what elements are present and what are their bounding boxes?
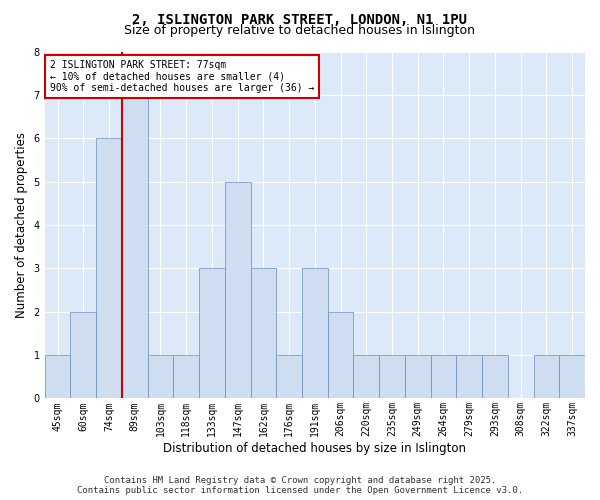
Bar: [482, 355, 508, 399]
Bar: [533, 355, 559, 399]
Bar: [148, 355, 173, 399]
Text: 2 ISLINGTON PARK STREET: 77sqm
← 10% of detached houses are smaller (4)
90% of s: 2 ISLINGTON PARK STREET: 77sqm ← 10% of …: [50, 60, 314, 94]
Bar: [173, 355, 199, 399]
Bar: [379, 355, 405, 399]
Bar: [431, 355, 457, 399]
Bar: [457, 355, 482, 399]
Bar: [251, 268, 276, 398]
Text: Size of property relative to detached houses in Islington: Size of property relative to detached ho…: [125, 24, 476, 37]
Bar: [302, 268, 328, 398]
Bar: [122, 95, 148, 398]
X-axis label: Distribution of detached houses by size in Islington: Distribution of detached houses by size …: [163, 442, 466, 455]
Bar: [96, 138, 122, 398]
Text: Contains HM Land Registry data © Crown copyright and database right 2025.
Contai: Contains HM Land Registry data © Crown c…: [77, 476, 523, 495]
Bar: [70, 312, 96, 398]
Bar: [405, 355, 431, 399]
Bar: [328, 312, 353, 398]
Bar: [559, 355, 585, 399]
Bar: [353, 355, 379, 399]
Y-axis label: Number of detached properties: Number of detached properties: [15, 132, 28, 318]
Text: 2, ISLINGTON PARK STREET, LONDON, N1 1PU: 2, ISLINGTON PARK STREET, LONDON, N1 1PU: [133, 12, 467, 26]
Bar: [225, 182, 251, 398]
Bar: [44, 355, 70, 399]
Bar: [276, 355, 302, 399]
Bar: [199, 268, 225, 398]
